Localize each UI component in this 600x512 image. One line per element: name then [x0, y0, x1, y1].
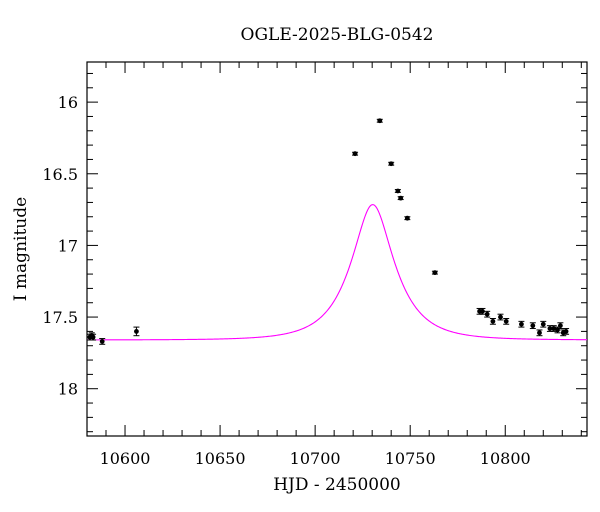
x-tick-label: 10600	[100, 449, 151, 468]
data-marker	[503, 318, 509, 324]
data-marker	[547, 326, 553, 331]
data-marker	[537, 330, 542, 336]
plot-frame	[86, 61, 588, 437]
data-point	[388, 161, 395, 167]
data-point	[99, 338, 106, 345]
data-marker	[540, 321, 546, 327]
x-axis-label: HJD - 2450000	[273, 475, 401, 495]
data-point	[536, 329, 543, 337]
y-tick-label: 18	[58, 380, 78, 399]
data-marker	[490, 318, 496, 324]
x-tick-label: 10650	[195, 449, 246, 468]
y-tick-label: 16.5	[42, 165, 78, 184]
data-point	[376, 118, 383, 124]
data-point	[497, 313, 504, 321]
data-marker	[432, 270, 438, 276]
data-point	[484, 310, 491, 318]
axis-ticks	[87, 62, 587, 436]
y-tick-label: 17	[58, 236, 78, 255]
data-marker	[557, 323, 563, 329]
x-tick-label: 10700	[290, 449, 341, 468]
data-marker	[498, 314, 503, 320]
data-marker	[484, 311, 490, 317]
data-point	[404, 215, 411, 221]
data-point	[563, 328, 570, 335]
x-tick-label: 10750	[385, 449, 436, 468]
x-tick-label: 10800	[480, 449, 531, 468]
data-marker	[134, 328, 139, 334]
plot-area	[86, 61, 588, 437]
data-marker	[90, 334, 96, 340]
data-point	[540, 320, 547, 328]
data-point	[503, 317, 510, 325]
data-marker	[480, 308, 485, 314]
data-marker	[377, 118, 383, 124]
x-tick-labels: 10600 10650 10700 10750 10800	[100, 449, 531, 468]
data-point	[90, 333, 97, 341]
data-point	[394, 188, 401, 194]
data-point	[557, 322, 564, 330]
model-curve	[87, 204, 588, 341]
data-marker	[99, 339, 105, 344]
data-point	[529, 322, 536, 330]
data-marker	[519, 321, 524, 327]
y-tick-label: 17.5	[42, 308, 78, 327]
data-marker	[352, 151, 358, 157]
y-tick-label: 16	[58, 93, 78, 112]
y-tick-labels: 16 16.5 17 17.5 18	[42, 93, 78, 399]
data-point	[133, 326, 140, 337]
data-point	[489, 317, 496, 325]
data-point	[352, 151, 359, 157]
data-marker	[398, 195, 404, 201]
data-marker	[395, 188, 401, 194]
data-points	[86, 118, 570, 345]
data-point	[518, 320, 525, 328]
y-axis-label: I magnitude	[11, 197, 31, 301]
data-marker	[563, 328, 569, 334]
data-marker	[530, 323, 536, 329]
data-point	[397, 195, 404, 201]
chart-title: OGLE-2025-BLG-0542	[241, 25, 434, 45]
data-marker	[404, 215, 410, 221]
data-marker	[388, 161, 394, 167]
data-point	[479, 307, 486, 315]
data-point	[431, 270, 438, 276]
